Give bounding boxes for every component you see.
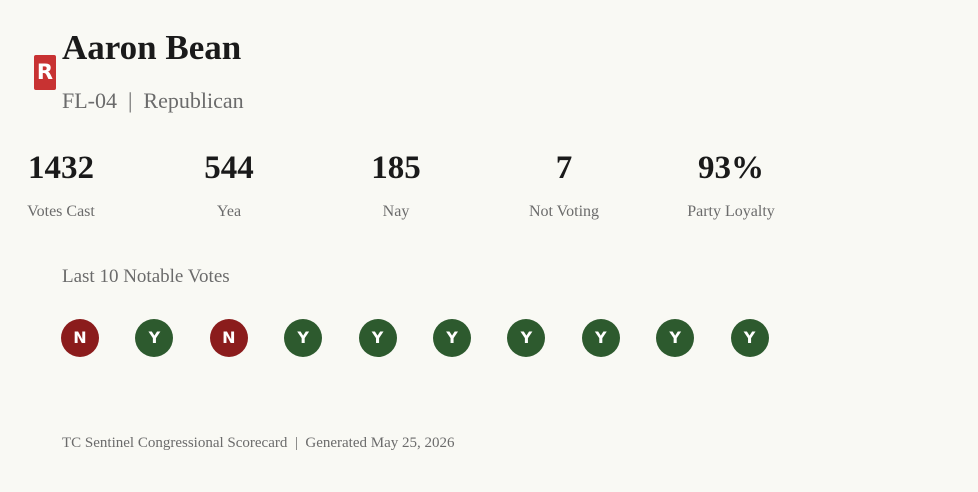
vote-circle: N (61, 319, 99, 357)
vote-circle: Y (284, 319, 323, 357)
stat-label: Yea (216, 203, 242, 220)
vote-circle: Y (656, 319, 695, 357)
vote-circle: Y (507, 319, 546, 357)
votes-title: Last 10 Notable Votes (62, 266, 230, 287)
vote-circle: Y (358, 319, 397, 357)
stat-label: Votes Cast (27, 203, 95, 220)
stat-value: 185 (371, 150, 421, 186)
vote-circle: Y (135, 319, 174, 357)
member-name: Aaron Bean (62, 28, 242, 67)
stat-value: 1432 (28, 150, 94, 186)
stat-value: 93% (698, 150, 764, 186)
stat-label: Party Loyalty (687, 203, 775, 220)
vote-circle: Y (581, 319, 620, 357)
stat-label: Not Voting (528, 203, 600, 220)
party-badge: R (34, 55, 56, 90)
stat-label: Nay (382, 203, 410, 220)
vote-circle: Y (730, 319, 769, 357)
stat-value: 544 (204, 150, 254, 186)
footer: TC Sentinel Congressional Scorecard | Ge… (62, 435, 455, 451)
member-subtitle: FL-04 | Republican (62, 88, 244, 113)
stat-value: 7 (555, 150, 573, 186)
vote-circle: Y (433, 319, 471, 357)
vote-circle: N (209, 319, 248, 357)
